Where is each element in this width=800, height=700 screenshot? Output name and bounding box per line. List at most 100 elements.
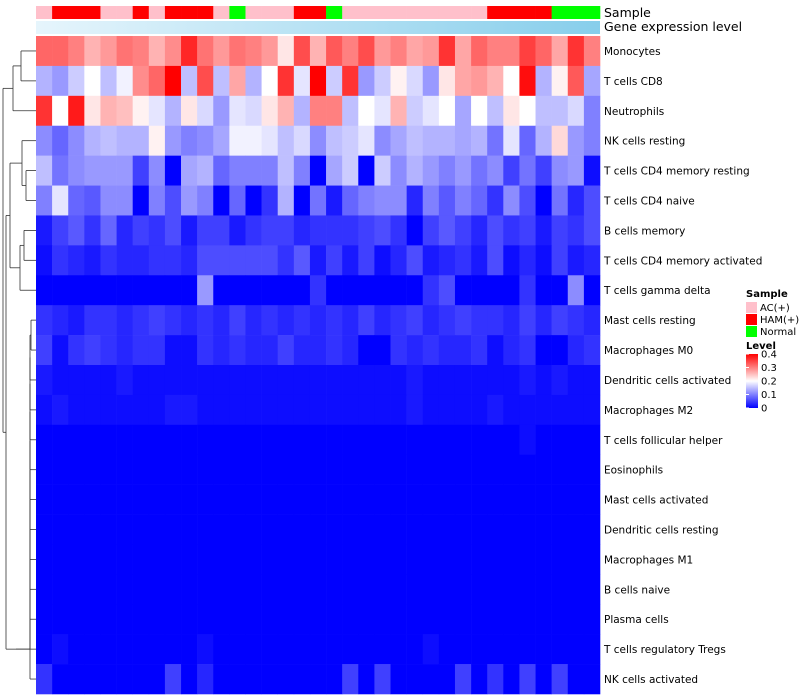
level-tick-label: 0.1: [761, 390, 777, 401]
heatmap-cell: [422, 484, 440, 515]
heatmap-cell: [551, 514, 569, 545]
heatmap-cell: [116, 394, 133, 426]
heatmap-cell: [519, 544, 536, 575]
heatmap-cell: [454, 215, 472, 246]
heatmap-cell: [406, 664, 424, 695]
heatmap-cell: [309, 185, 327, 216]
heatmap-cell: [422, 574, 440, 605]
heatmap-cell: [374, 365, 391, 396]
heatmap-cell: [567, 634, 585, 665]
heatmap-cell: [503, 36, 520, 67]
heatmap-cell: [374, 424, 391, 456]
heatmap-cell: [471, 125, 488, 156]
heatmap-cell: [583, 484, 601, 515]
heatmap-cell: [68, 275, 85, 306]
heatmap-cell: [422, 664, 440, 695]
heatmap-cell: [519, 394, 536, 426]
heatmap-cell: [342, 484, 359, 515]
heatmap-cell: [454, 245, 472, 276]
row-label: T cells regulatory Tregs: [603, 644, 726, 656]
heatmap-cell: [36, 245, 53, 276]
heatmap-cells: [36, 36, 601, 695]
heatmap-cell: [342, 574, 359, 605]
heatmap-cell: [342, 275, 359, 306]
heatmap-cell: [293, 604, 311, 635]
row-label: Mast cells activated: [604, 495, 708, 507]
heatmap-cell: [52, 65, 69, 97]
heatmap-cell: [487, 245, 504, 276]
heatmap-cell: [84, 664, 101, 695]
heatmap-cell: [567, 604, 585, 635]
heatmap-cell: [36, 484, 53, 515]
heatmap-cell: [148, 454, 166, 485]
heatmap-cell: [197, 335, 214, 366]
heatmap-cell: [309, 125, 327, 156]
heatmap-cell: [535, 275, 552, 306]
heatmap-cell: [438, 275, 456, 306]
heatmap-cell: [197, 155, 214, 186]
heatmap-cell: [52, 275, 69, 306]
heatmap-cell: [68, 544, 85, 575]
heatmap-cell: [277, 514, 295, 545]
heatmap-cell: [229, 215, 246, 246]
heatmap-cell: [519, 365, 536, 396]
row-label: T cells CD8: [603, 76, 663, 88]
heatmap-cell: [116, 514, 133, 545]
heatmap-cell: [181, 365, 198, 396]
heatmap-cell: [36, 155, 53, 186]
heatmap-cell: [148, 95, 166, 127]
heatmap-cell: [567, 125, 585, 156]
heatmap-cell: [100, 305, 117, 336]
heatmap-cell: [261, 155, 279, 186]
heatmap-cell: [583, 125, 601, 156]
heatmap-cell: [213, 335, 230, 366]
heatmap-cell: [84, 215, 101, 246]
heatmap-cell: [358, 365, 375, 396]
heatmap-cell: [503, 65, 520, 97]
heatmap-cell: [116, 185, 133, 216]
heatmap-cell: [567, 664, 585, 695]
heatmap-cell: [309, 424, 327, 456]
heatmap-cell: [487, 514, 504, 545]
heatmap-cell: [213, 604, 230, 635]
heatmap-cell: [567, 185, 585, 216]
heatmap-cell: [503, 335, 520, 366]
heatmap-cell: [471, 305, 488, 336]
heatmap-cell: [454, 335, 472, 366]
heatmap-cell: [390, 305, 407, 336]
heatmap-cell: [487, 215, 504, 246]
heatmap-cell: [406, 574, 424, 605]
heatmap-cell: [148, 125, 166, 156]
heatmap-cell: [229, 574, 246, 605]
heatmap-cell: [358, 275, 375, 306]
heatmap-cell: [245, 95, 262, 127]
sample-annotation-cell: [358, 6, 375, 19]
heatmap-cell: [229, 514, 246, 545]
heatmap-cell: [132, 65, 150, 97]
heatmap-cell: [148, 275, 166, 306]
heatmap-cell: [277, 634, 295, 665]
heatmap-cell: [471, 185, 488, 216]
heatmap-cell: [454, 484, 472, 515]
heatmap-cell: [374, 604, 391, 635]
heatmap-cell: [535, 544, 552, 575]
heatmap-cell: [164, 185, 182, 216]
heatmap-cell: [245, 574, 262, 605]
heatmap-cell: [100, 424, 117, 456]
level-legend: Level 0.4 0.3 0.2 0.1 0: [746, 341, 777, 415]
heatmap-cell: [406, 275, 424, 306]
heatmap-cell: [454, 65, 472, 97]
heatmap-cell: [277, 155, 295, 186]
heatmap-cell: [132, 365, 150, 396]
heatmap-cell: [52, 36, 69, 67]
heatmap-cell: [309, 155, 327, 186]
heatmap-cell: [406, 365, 424, 396]
heatmap-cell: [519, 484, 536, 515]
heatmap-cell: [567, 305, 585, 336]
heatmap-cell: [309, 574, 327, 605]
heatmap-cell: [116, 604, 133, 635]
heatmap-cell: [358, 634, 375, 665]
heatmap-cell: [277, 484, 295, 515]
heatmap-cell: [326, 604, 343, 635]
heatmap-cell: [535, 664, 552, 695]
